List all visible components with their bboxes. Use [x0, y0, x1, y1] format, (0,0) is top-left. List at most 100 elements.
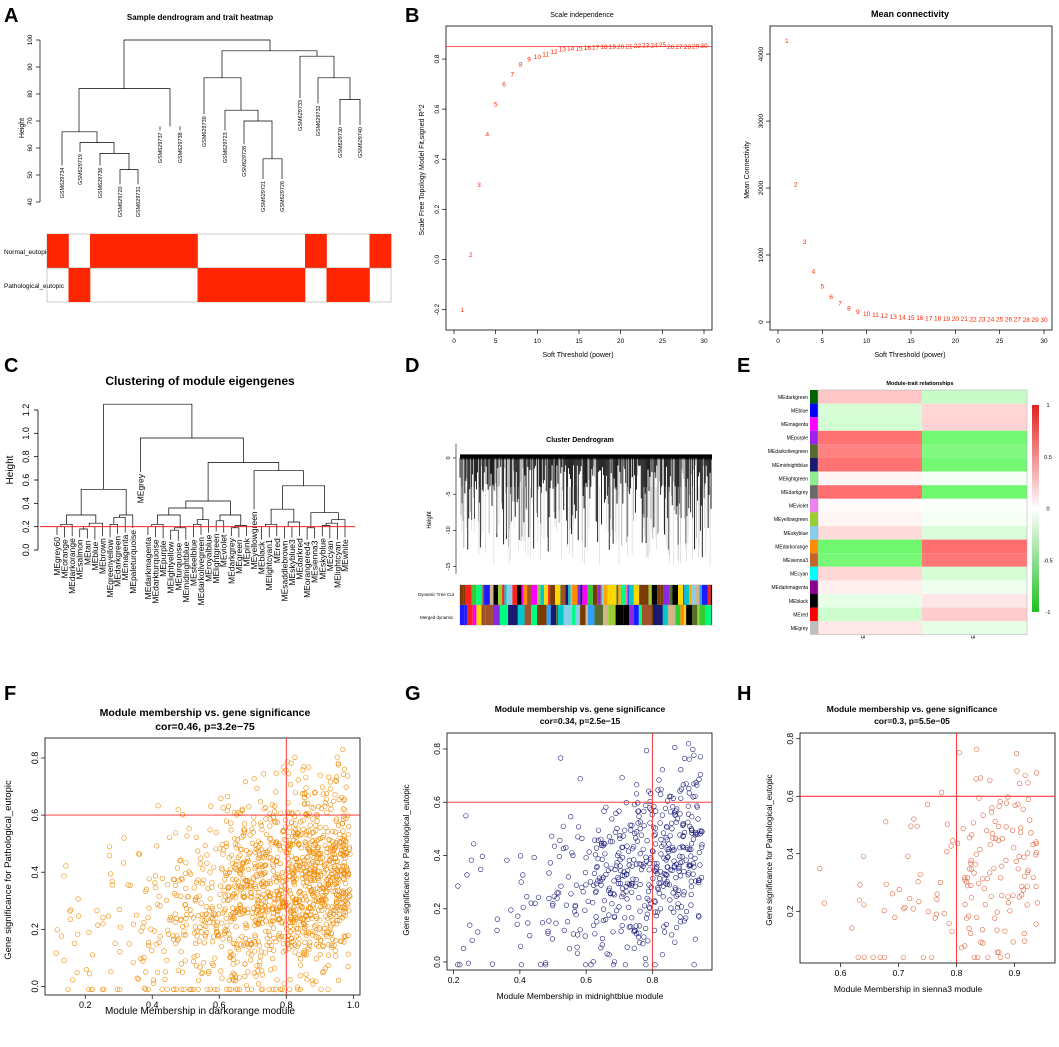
- panel-h-point: [968, 857, 974, 864]
- panel-g-point: [630, 876, 636, 882]
- panel-f-point: [178, 857, 184, 863]
- panel-f-point: [192, 896, 198, 903]
- panel-f-point: [229, 905, 236, 911]
- panel-f-point: [314, 892, 320, 898]
- panel-f-point: [268, 967, 274, 973]
- panel-f-point: [258, 912, 264, 919]
- panel-f-point: [243, 921, 249, 927]
- panel-g-y-tick-label: 0.6: [432, 796, 442, 808]
- panel-g-point: [667, 833, 673, 839]
- panel-g-point: [677, 919, 684, 925]
- panel-f-point: [340, 904, 346, 911]
- panel-f-point: [299, 831, 305, 837]
- panel-a-branch: [243, 120, 273, 159]
- panel-f-point: [316, 850, 322, 857]
- panel-f-point: [268, 841, 274, 847]
- panel-b1-y-tick-label: 0.2: [434, 204, 441, 213]
- panel-f-point: [68, 907, 74, 913]
- panel-g-point: [464, 872, 470, 878]
- panel-g-point: [671, 847, 677, 853]
- panel-f-point: [339, 914, 346, 921]
- panel-e-cell-ec: [922, 471, 1027, 486]
- panel-h-point: [971, 954, 978, 960]
- panel-f-point: [231, 977, 237, 983]
- panel-f-point: [251, 876, 257, 882]
- panel-b2-power-label: 30: [1040, 317, 1048, 324]
- panel-g-point: [681, 829, 688, 836]
- panel-g-point: [685, 811, 692, 817]
- panel-f-point: [272, 803, 278, 809]
- panel-f-point: [214, 933, 220, 939]
- panel-c-leaf-label: MEsteelblue: [188, 539, 198, 586]
- panel-d-module-color: [580, 585, 583, 605]
- panel-f-point: [171, 986, 177, 992]
- panel-f-point: [207, 919, 213, 926]
- panel-f-point: [306, 849, 313, 855]
- panel-g-point: [690, 836, 697, 842]
- panel-f-point: [173, 986, 179, 992]
- panel-g-point: [460, 945, 467, 952]
- panel-g-point: [560, 845, 567, 852]
- panel-g-point: [610, 890, 616, 897]
- panel-f-point: [289, 811, 295, 817]
- panel-e-module-trait-heatmap: Module-trait relationships EU EC MEdarkg…: [768, 381, 1053, 638]
- panel-f-point: [256, 939, 262, 945]
- panel-f-point: [322, 965, 329, 971]
- panel-f-point: [303, 894, 309, 900]
- panel-f-point: [317, 824, 323, 831]
- panel-f-point: [172, 890, 178, 897]
- panel-c-branch: [113, 516, 126, 527]
- panel-g-point: [654, 909, 661, 915]
- panel-f-point: [106, 844, 113, 850]
- panel-f-point: [305, 930, 312, 936]
- panel-g-point: [600, 906, 607, 912]
- panel-b2-title: Mean connectivity: [871, 9, 949, 19]
- panel-f-point: [331, 942, 337, 949]
- panel-g-point: [603, 871, 609, 878]
- panel-d-module-color: [638, 605, 642, 625]
- panel-f-point: [267, 880, 273, 887]
- panel-f-point: [256, 962, 263, 969]
- panel-f-point: [273, 878, 280, 885]
- panel-f-point: [272, 986, 279, 992]
- panel-d-y-tick-label: 0: [446, 456, 452, 459]
- panel-f-point: [270, 905, 276, 911]
- panel-f-point: [100, 921, 106, 927]
- panel-e-cell-ec: [922, 403, 1027, 418]
- panel-f-point: [262, 908, 269, 914]
- panel-f-point: [112, 940, 118, 947]
- panel-c-branch: [215, 520, 225, 527]
- panel-f-point: [282, 877, 288, 884]
- panel-g-point: [628, 827, 634, 833]
- panel-f-point: [328, 914, 334, 920]
- panel-h-point: [988, 809, 995, 815]
- panel-f-point: [316, 836, 322, 843]
- panel-d-module-color: [692, 605, 698, 625]
- panel-f-point: [302, 861, 308, 867]
- panel-h-point: [1018, 892, 1025, 898]
- panel-f-point: [255, 863, 261, 869]
- panel-h-point: [1033, 770, 1040, 776]
- panel-e-cell-ec: [922, 580, 1027, 594]
- panel-f-point: [248, 890, 254, 896]
- panel-d-module-color: [629, 605, 634, 625]
- panel-f-point: [63, 863, 69, 869]
- panel-f-point: [269, 802, 275, 808]
- panel-f-point: [279, 904, 285, 911]
- panel-h-point: [1025, 850, 1031, 856]
- panel-g-point: [535, 894, 542, 900]
- panel-f-point: [340, 869, 347, 875]
- panel-h-point: [984, 827, 990, 834]
- panel-f-point: [284, 940, 290, 946]
- panel-f-point: [301, 948, 307, 954]
- panel-c-leaf-label: MEdarkolivegreen: [196, 537, 206, 606]
- panel-f-point: [207, 896, 213, 902]
- panel-f-point: [334, 867, 340, 874]
- panel-f-point: [252, 922, 258, 929]
- panel-f-point: [172, 919, 178, 925]
- panel-c-leaf-label: MEdarkorange: [67, 538, 77, 594]
- panel-g-point: [643, 858, 650, 865]
- panel-g-point: [520, 872, 526, 878]
- panel-g-point: [455, 962, 461, 968]
- panel-f-point: [287, 840, 293, 847]
